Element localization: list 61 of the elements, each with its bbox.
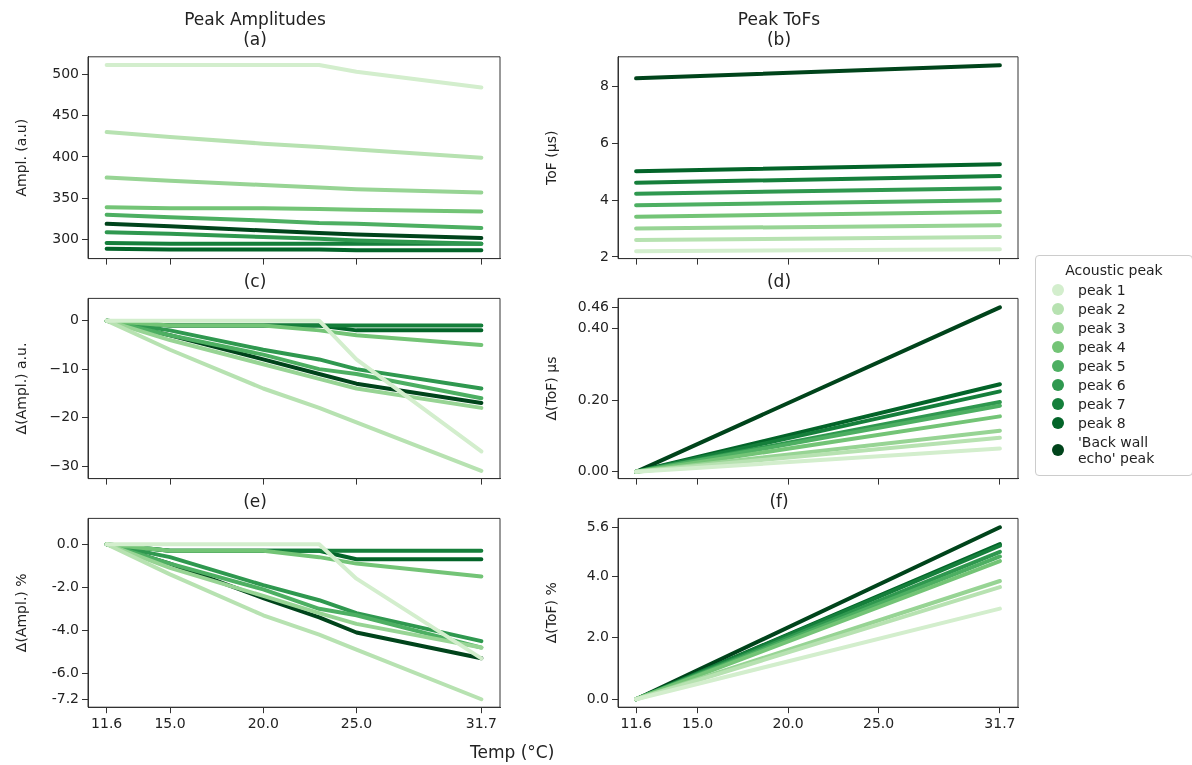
y-axis-title: Δ(ToF) µs xyxy=(543,356,560,421)
y-tick-label: 0.00 xyxy=(577,462,609,479)
legend-label: peak 2 xyxy=(1078,301,1126,317)
y-tick-label: 5.6 xyxy=(586,517,610,534)
legend-label: peak 8 xyxy=(1078,415,1126,431)
legend-label: 'Back wall echo' peak xyxy=(1078,434,1156,466)
chart-title: (c) xyxy=(243,270,267,291)
y-tick-label: 300 xyxy=(52,230,79,247)
y-axis-title: Δ(Ampl.) a.u. xyxy=(13,342,30,435)
y-tick-label: 2 xyxy=(600,247,609,264)
x-tick-label: 31.7 xyxy=(984,715,1016,732)
y-tick-label: -2.0 xyxy=(51,577,79,594)
y-tick-label: 0.40 xyxy=(577,319,609,336)
y-tick-label: 4 xyxy=(600,190,610,207)
x-tick-label: 20.0 xyxy=(772,715,804,732)
y-tick-label: −10 xyxy=(49,359,79,376)
x-tick-label: 11.6 xyxy=(91,715,123,732)
y-axis-title: Δ(ToF) % xyxy=(543,582,560,644)
legend-title: Acoustic peak xyxy=(1064,262,1164,278)
y-tick-label: 350 xyxy=(52,188,79,205)
x-tick-label: 11.6 xyxy=(620,715,652,732)
y-tick-label: 400 xyxy=(52,147,79,164)
y-tick-label: 2.0 xyxy=(586,628,609,645)
chart-title: Peak ToFs xyxy=(737,8,821,29)
legend-label: peak 1 xyxy=(1078,282,1126,298)
legend-label: peak 3 xyxy=(1078,320,1126,336)
chart-title: (f) xyxy=(769,490,789,511)
legend-label: peak 6 xyxy=(1078,377,1126,393)
y-tick-label: 6 xyxy=(600,134,610,151)
x-tick-label: 20.0 xyxy=(247,715,279,732)
y-tick-label: 0 xyxy=(70,311,79,328)
chart-title: Peak Amplitudes xyxy=(184,8,327,29)
chart-title: (d) xyxy=(766,270,792,291)
y-tick-label: 0.0 xyxy=(56,534,79,551)
chart-title: (e) xyxy=(243,490,267,511)
y-tick-label: 8 xyxy=(600,77,609,94)
legend-label: peak 5 xyxy=(1078,358,1126,374)
y-tick-label: −20 xyxy=(49,408,79,425)
legend-label: peak 7 xyxy=(1078,396,1126,412)
chart-subtitle: (b) xyxy=(766,29,792,50)
x-tick-label: 25.0 xyxy=(863,715,895,732)
y-axis-title: Ampl. (a.u) xyxy=(13,118,30,197)
y-axis-title: ToF (µs) xyxy=(543,130,560,186)
y-tick-label: -6.0 xyxy=(51,664,79,681)
y-tick-label: 450 xyxy=(52,106,79,123)
chart-subtitle: (a) xyxy=(243,29,267,50)
x-tick-label: 15.0 xyxy=(682,715,714,732)
y-tick-label: 0.46 xyxy=(577,297,610,314)
x-tick-label: 31.7 xyxy=(465,715,497,732)
x-tick-label: 15.0 xyxy=(154,715,186,732)
y-tick-label: 0.20 xyxy=(577,390,609,407)
x-tick-label: 25.0 xyxy=(340,715,373,732)
y-tick-label: -4.0 xyxy=(51,620,79,637)
legend-label: peak 4 xyxy=(1078,339,1126,355)
x-axis-title: Temp (°C) xyxy=(470,742,555,762)
y-axis-title: Δ(Ampl.) % xyxy=(13,573,30,653)
y-tick-label: 4.0 xyxy=(586,567,609,584)
y-tick-label: 0.0 xyxy=(586,689,609,706)
y-tick-label: 500 xyxy=(52,64,79,81)
y-tick-label: -7.2 xyxy=(51,689,79,706)
y-tick-label: −30 xyxy=(49,456,79,473)
